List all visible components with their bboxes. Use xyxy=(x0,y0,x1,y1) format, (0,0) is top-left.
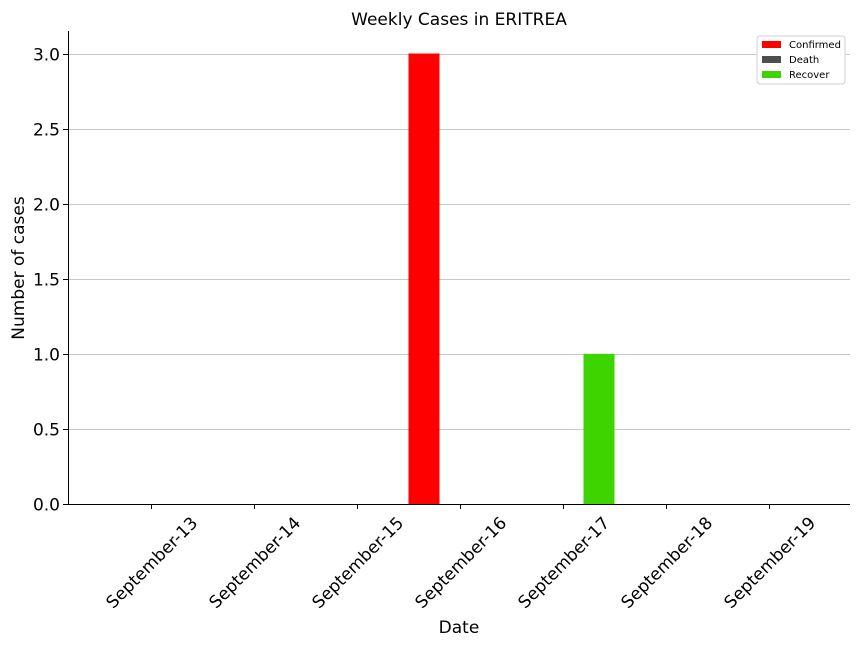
legend: Confirmed Death Recover xyxy=(756,35,846,85)
x-tick-label: September-16 xyxy=(412,513,511,612)
y-tick-label: 0.5 xyxy=(33,421,60,441)
x-tick-label: September-17 xyxy=(515,513,614,612)
x-tick-label: September-14 xyxy=(206,513,305,612)
legend-label-death: Death xyxy=(789,55,819,66)
y-tick-label: 1.0 xyxy=(33,346,60,366)
y-tick-label: 3.0 xyxy=(33,46,60,66)
grid-lines xyxy=(68,54,850,430)
x-axis-label: Date xyxy=(439,618,480,638)
y-axis-label: Number of cases xyxy=(9,196,29,340)
legend-label-recover: Recover xyxy=(789,70,830,81)
y-ticks: 0.0 0.5 1.0 1.5 2.0 2.5 3.0 xyxy=(33,46,68,516)
x-tick-label: September-19 xyxy=(721,513,820,612)
legend-swatch-death xyxy=(762,56,781,63)
bar-confirmed-september-16 xyxy=(408,53,440,505)
legend-label-confirmed: Confirmed xyxy=(789,40,841,51)
y-tick-label: 0.0 xyxy=(33,496,60,516)
x-tick-label: September-13 xyxy=(103,513,202,612)
x-ticks: September-13 September-14 September-15 Sept… xyxy=(103,504,820,613)
y-tick-label: 2.0 xyxy=(33,196,60,216)
legend-swatch-confirmed xyxy=(762,41,781,48)
bars xyxy=(408,53,615,505)
bar-recover-september-17 xyxy=(583,353,615,504)
chart-title: Weekly Cases in ERITREA xyxy=(351,10,567,30)
y-tick-label: 1.5 xyxy=(33,271,60,291)
axes xyxy=(68,31,850,505)
legend-swatch-recover xyxy=(762,71,781,78)
x-tick-label: September-15 xyxy=(309,513,408,612)
x-tick-label: September-18 xyxy=(618,513,717,612)
y-tick-label: 2.5 xyxy=(33,121,60,141)
